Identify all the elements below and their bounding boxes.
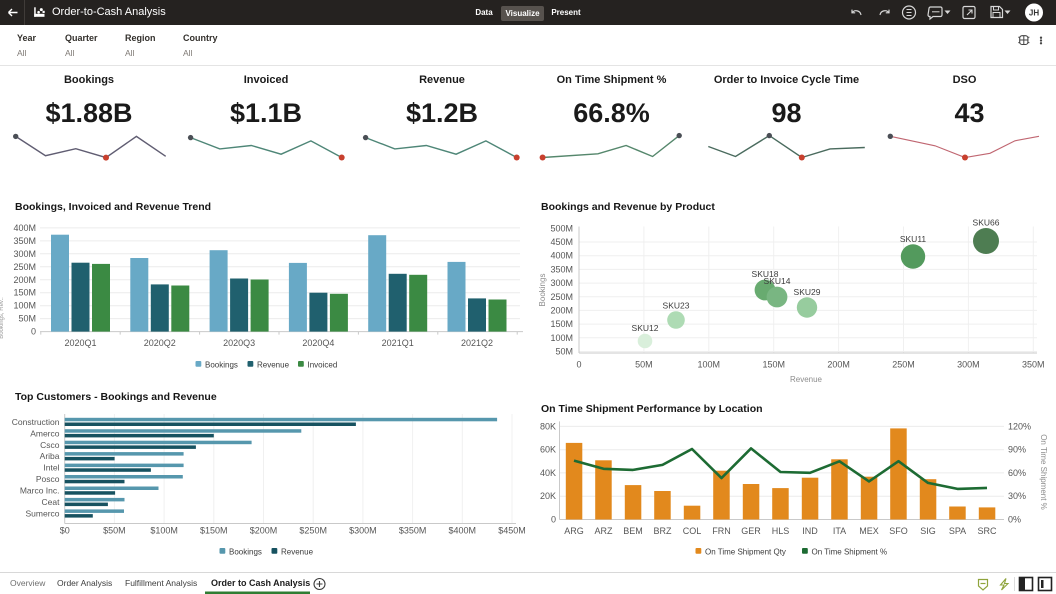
svg-text:Csco: Csco (40, 440, 60, 450)
svg-text:250M: 250M (550, 292, 573, 302)
svg-text:450M: 450M (550, 237, 573, 247)
svg-text:2021Q2: 2021Q2 (461, 338, 493, 348)
svg-text:$450M: $450M (498, 526, 526, 536)
svg-text:ITA: ITA (833, 526, 846, 536)
svg-text:Bookings: Bookings (538, 274, 547, 307)
svg-text:COL: COL (683, 526, 702, 536)
svg-text:40K: 40K (540, 468, 556, 478)
svg-text:SFO: SFO (889, 526, 908, 536)
svg-text:HLS: HLS (772, 526, 790, 536)
svg-text:JH: JH (1029, 9, 1039, 18)
svg-text:100M: 100M (13, 301, 36, 311)
svg-text:250M: 250M (892, 360, 915, 370)
svg-text:$50M: $50M (103, 526, 126, 536)
svg-text:100M: 100M (698, 360, 721, 370)
svg-text:Bookings: Bookings (229, 548, 262, 557)
svg-text:GER: GER (741, 526, 761, 536)
svg-text:SIG: SIG (920, 526, 936, 536)
svg-text:500M: 500M (550, 223, 573, 233)
svg-text:MEX: MEX (859, 526, 879, 536)
svg-text:Ceat: Ceat (42, 497, 61, 507)
svg-text:0: 0 (31, 327, 36, 337)
svg-text:ARZ: ARZ (595, 526, 614, 536)
svg-text:200M: 200M (550, 305, 573, 315)
svg-text:150M: 150M (13, 288, 36, 298)
svg-text:Ariba: Ariba (40, 451, 60, 461)
svg-text:$300M: $300M (349, 526, 377, 536)
svg-text:On Time Shipment Qty: On Time Shipment Qty (705, 548, 786, 557)
svg-text:Construction: Construction (12, 417, 60, 427)
svg-text:350M: 350M (550, 264, 573, 274)
svg-text:2020Q4: 2020Q4 (302, 338, 334, 348)
svg-text:150M: 150M (550, 319, 573, 329)
svg-text:On Time Shipment %: On Time Shipment % (1039, 434, 1048, 510)
svg-text:BEM: BEM (623, 526, 643, 536)
svg-text:SKU23: SKU23 (663, 301, 690, 311)
svg-text:350M: 350M (1022, 360, 1045, 370)
svg-text:200M: 200M (13, 275, 36, 285)
svg-text:60K: 60K (540, 445, 556, 455)
svg-text:SKU12: SKU12 (632, 323, 659, 333)
svg-text:0: 0 (551, 515, 556, 525)
svg-text:2020Q2: 2020Q2 (144, 338, 176, 348)
svg-text:20K: 20K (540, 491, 556, 501)
svg-text:$250M: $250M (299, 526, 327, 536)
svg-text:300M: 300M (13, 249, 36, 259)
svg-text:SKU11: SKU11 (900, 234, 927, 244)
svg-text:$150M: $150M (200, 526, 228, 536)
svg-text:0: 0 (576, 360, 581, 370)
svg-text:50M: 50M (635, 360, 653, 370)
svg-text:350M: 350M (13, 236, 36, 246)
svg-text:SRC: SRC (977, 526, 997, 536)
svg-text:0%: 0% (1008, 515, 1021, 525)
svg-text:BRZ: BRZ (654, 526, 673, 536)
svg-text:SKU29: SKU29 (794, 287, 821, 297)
svg-text:IND: IND (802, 526, 818, 536)
svg-text:200M: 200M (827, 360, 850, 370)
svg-text:SKU14: SKU14 (764, 276, 791, 286)
svg-text:120%: 120% (1008, 421, 1031, 431)
svg-text:On Time Shipment %: On Time Shipment % (812, 548, 888, 557)
svg-text:Amerco: Amerco (30, 428, 60, 438)
svg-text:Marco Inc.: Marco Inc. (20, 486, 60, 496)
svg-text:Revenue: Revenue (257, 361, 290, 370)
svg-text:30%: 30% (1008, 491, 1026, 501)
svg-text:Sumerco: Sumerco (25, 509, 59, 519)
svg-text:50M: 50M (18, 314, 36, 324)
svg-text:SKU18: SKU18 (752, 269, 779, 279)
svg-text:60%: 60% (1008, 468, 1026, 478)
svg-text:FRN: FRN (712, 526, 731, 536)
svg-text:300M: 300M (957, 360, 980, 370)
svg-text:Intel: Intel (43, 463, 59, 473)
svg-text:Revenue: Revenue (281, 548, 314, 557)
svg-text:$100M: $100M (150, 526, 178, 536)
svg-text:$0: $0 (60, 526, 70, 536)
svg-text:Revenue: Revenue (790, 375, 823, 384)
svg-text:$200M: $200M (250, 526, 278, 536)
svg-text:Bookings, Rev..: Bookings, Rev.. (0, 297, 5, 339)
svg-text:2020Q3: 2020Q3 (223, 338, 255, 348)
svg-text:400M: 400M (550, 251, 573, 261)
svg-text:SPA: SPA (949, 526, 966, 536)
svg-text:Bookings: Bookings (205, 361, 238, 370)
svg-text:2021Q1: 2021Q1 (382, 338, 414, 348)
svg-text:300M: 300M (550, 278, 573, 288)
svg-text:90%: 90% (1008, 445, 1026, 455)
svg-text:400M: 400M (13, 223, 36, 233)
svg-text:ARG: ARG (564, 526, 584, 536)
svg-text:100M: 100M (550, 333, 573, 343)
svg-text:$400M: $400M (449, 526, 477, 536)
svg-text:80K: 80K (540, 421, 556, 431)
svg-text:2020Q1: 2020Q1 (64, 338, 96, 348)
svg-text:50M: 50M (555, 347, 573, 357)
svg-text:SKU66: SKU66 (973, 218, 1000, 228)
svg-text:Posco: Posco (36, 474, 60, 484)
svg-text:$350M: $350M (399, 526, 427, 536)
svg-text:150M: 150M (762, 360, 785, 370)
svg-text:Invoiced: Invoiced (308, 361, 338, 370)
svg-text:250M: 250M (13, 262, 36, 272)
